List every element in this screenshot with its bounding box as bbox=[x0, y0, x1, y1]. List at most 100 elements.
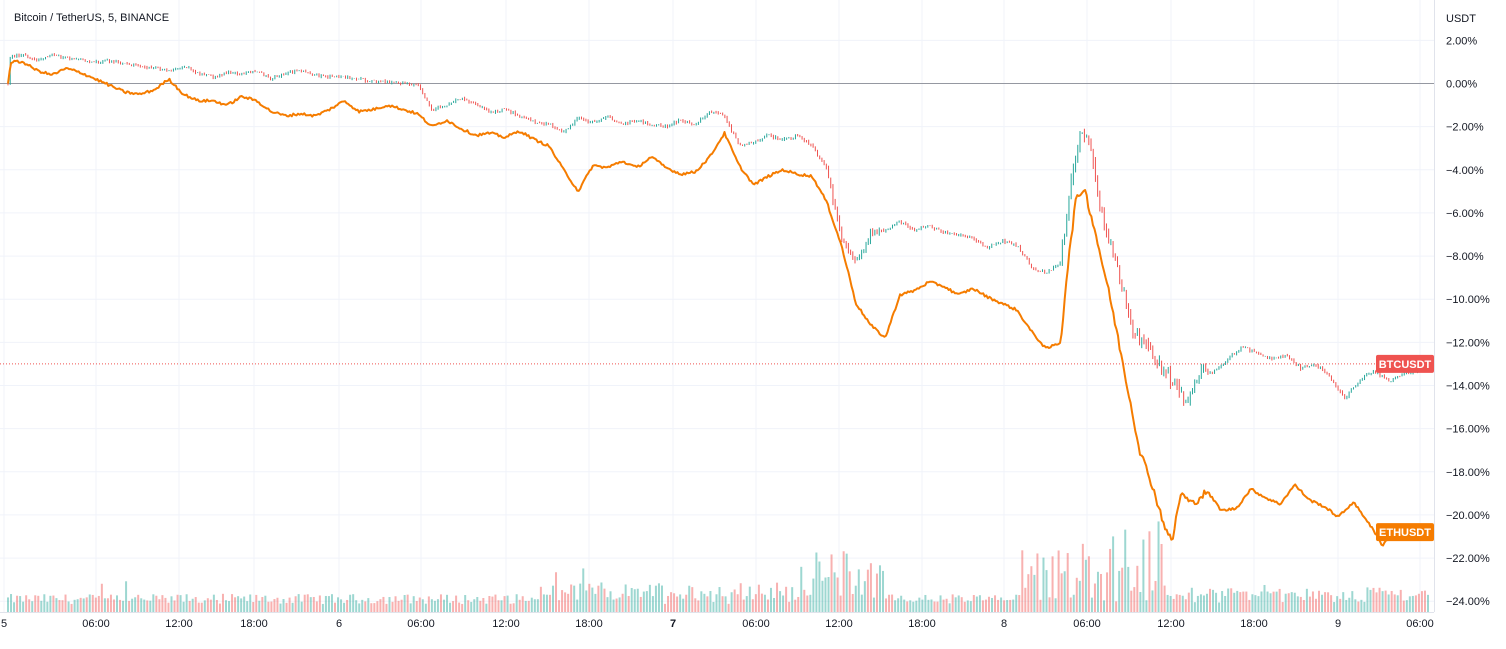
volume-bar bbox=[660, 585, 663, 612]
volume-bar bbox=[140, 598, 143, 612]
volume-bar bbox=[1087, 556, 1090, 612]
x-tick-label: 12:00 bbox=[825, 618, 853, 630]
volume-bar bbox=[243, 596, 246, 612]
volume-bar bbox=[815, 552, 818, 612]
volume-bar bbox=[1021, 550, 1024, 612]
volume-bar bbox=[146, 600, 149, 612]
volume-bar bbox=[488, 596, 491, 612]
volume-bar bbox=[645, 591, 648, 612]
volume-bar bbox=[1233, 592, 1236, 612]
volume-bar bbox=[760, 593, 763, 612]
volume-bar bbox=[1417, 593, 1420, 612]
volume-bar bbox=[1366, 587, 1369, 612]
volume-bar bbox=[773, 597, 776, 612]
volume-bar bbox=[818, 561, 821, 612]
volume-bar bbox=[921, 599, 924, 612]
volume-bar bbox=[361, 599, 364, 612]
volume-bar bbox=[654, 585, 657, 612]
volume-bar bbox=[19, 596, 22, 612]
volume-bar bbox=[957, 595, 960, 612]
btc-candles bbox=[7, 53, 1418, 406]
volume-bar bbox=[912, 601, 915, 612]
volume-bar bbox=[673, 593, 676, 612]
volume-bar bbox=[806, 595, 809, 612]
y-unit-label: USDT bbox=[1446, 13, 1476, 25]
volume-bar bbox=[367, 598, 370, 612]
volume-bar bbox=[1272, 591, 1275, 612]
volume-bar bbox=[1090, 597, 1093, 612]
volume-bar bbox=[636, 588, 639, 612]
volume-bar bbox=[349, 594, 352, 612]
x-tick-label: 7 bbox=[670, 618, 676, 630]
volume-bar bbox=[712, 601, 715, 612]
volume-bar bbox=[1284, 593, 1287, 612]
y-tick-label: −18.00% bbox=[1446, 467, 1490, 479]
volume-bar bbox=[70, 603, 73, 612]
volume-bar bbox=[1330, 595, 1333, 612]
volume-bar bbox=[906, 601, 909, 612]
volume-bar bbox=[527, 600, 530, 612]
volume-bar bbox=[324, 595, 327, 612]
volume-bar bbox=[509, 603, 512, 612]
x-tick-label: 5 bbox=[1, 618, 7, 630]
volume-bar bbox=[73, 599, 76, 612]
eth-line-series bbox=[7, 59, 1418, 547]
btc-series-label-bg bbox=[1376, 354, 1434, 373]
volume-bar bbox=[436, 599, 439, 612]
volume-bar bbox=[25, 595, 28, 612]
volume-bar bbox=[1036, 553, 1039, 612]
volume-bar bbox=[991, 597, 994, 612]
volume-bar bbox=[240, 598, 243, 612]
volume-bar bbox=[570, 584, 573, 612]
volume-bar bbox=[1305, 588, 1308, 612]
volume-bar bbox=[860, 594, 863, 612]
volume-bar bbox=[903, 599, 906, 612]
volume-bar bbox=[13, 602, 16, 612]
volume-bar bbox=[455, 595, 458, 612]
volume-bar bbox=[1142, 539, 1145, 612]
volume-bar bbox=[373, 603, 376, 612]
volume-bar bbox=[143, 599, 146, 612]
volume-bar bbox=[1260, 591, 1263, 612]
volume-bar bbox=[1184, 599, 1187, 612]
volume-bar bbox=[518, 599, 521, 612]
volume-bar bbox=[76, 599, 79, 612]
volume-bar bbox=[1218, 602, 1221, 612]
volume-bar bbox=[706, 596, 709, 612]
volume-bar bbox=[194, 597, 197, 612]
volume-bar bbox=[1015, 594, 1018, 612]
volume-bar bbox=[1103, 600, 1106, 612]
volume-bar bbox=[1275, 591, 1278, 612]
volume-bar bbox=[842, 551, 845, 612]
volume-bar bbox=[1112, 536, 1115, 612]
volume-bar bbox=[1193, 602, 1196, 612]
volume-bar bbox=[1318, 590, 1321, 612]
volume-bar bbox=[1360, 599, 1363, 612]
volume-bar bbox=[221, 593, 224, 612]
volume-bar bbox=[1369, 589, 1372, 612]
volume-bar bbox=[203, 600, 206, 612]
volume-bar bbox=[352, 594, 355, 612]
volume-bar bbox=[642, 591, 645, 612]
volume-bar bbox=[909, 600, 912, 612]
x-tick-label: 12:00 bbox=[492, 618, 520, 630]
volume-series bbox=[7, 521, 1429, 612]
volume-bar bbox=[869, 563, 872, 612]
volume-bar bbox=[670, 592, 673, 612]
volume-bar bbox=[1342, 592, 1345, 612]
volume-bar bbox=[100, 583, 103, 612]
volume-bar bbox=[872, 597, 875, 612]
volume-bar bbox=[433, 600, 436, 612]
volume-bar bbox=[1178, 594, 1181, 612]
volume-bar bbox=[1054, 598, 1057, 612]
volume-bar bbox=[766, 599, 769, 612]
volume-bar bbox=[22, 601, 25, 612]
volume-bar bbox=[703, 593, 706, 612]
volume-bar bbox=[1136, 565, 1139, 612]
volume-bar bbox=[64, 594, 67, 612]
volume-bar bbox=[10, 594, 13, 612]
volume-bar bbox=[306, 594, 309, 612]
volume-bar bbox=[524, 600, 527, 612]
